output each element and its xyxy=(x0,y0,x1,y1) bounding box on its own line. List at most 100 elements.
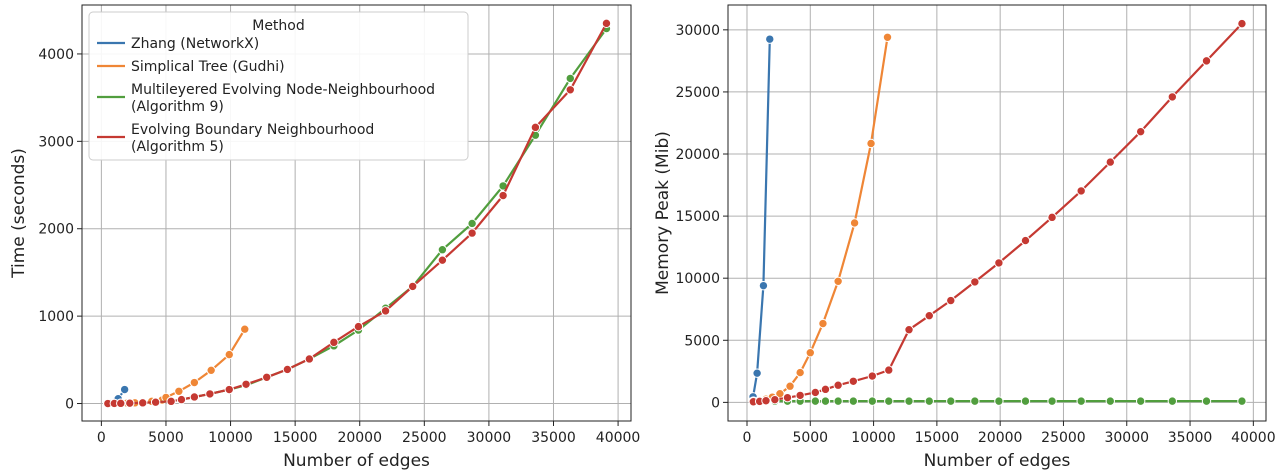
data-point xyxy=(833,396,843,406)
data-point xyxy=(994,258,1004,268)
data-point xyxy=(1105,157,1115,167)
y-tick-label: 30000 xyxy=(675,23,720,39)
data-point xyxy=(116,398,126,409)
y-tick-label: 2000 xyxy=(38,222,74,238)
legend-box xyxy=(88,11,469,161)
x-tick-label: 40000 xyxy=(596,430,641,446)
x-tick-label: 15000 xyxy=(273,430,318,446)
data-point xyxy=(329,337,339,348)
data-point xyxy=(1076,186,1086,196)
legend-label: Multileyered Evolving Node-Neighbourhood xyxy=(131,82,435,98)
plot-frame xyxy=(727,4,1267,422)
data-point xyxy=(1047,212,1057,223)
data-point xyxy=(437,245,448,255)
y-axis-label: Memory Peak (Mib) xyxy=(653,131,673,295)
data-point xyxy=(224,384,234,395)
data-point xyxy=(166,396,176,407)
x-tick-label: 5000 xyxy=(792,430,828,446)
data-point xyxy=(205,389,215,399)
data-point xyxy=(262,372,272,383)
legend-label: Evolving Boundary Neighbourhood xyxy=(131,122,374,138)
series-evolving-boundary-neighbourhood-algorithm-5 xyxy=(103,18,612,409)
data-point xyxy=(782,392,793,403)
data-point xyxy=(833,380,843,390)
y-tick-label: 10000 xyxy=(675,271,720,287)
x-tick-label: 5000 xyxy=(148,430,184,446)
data-point xyxy=(752,368,762,378)
legend-title: Method xyxy=(252,18,305,34)
y-tick-label: 0 xyxy=(65,397,74,413)
data-point xyxy=(904,325,914,335)
legend-entry: Multileyered Evolving Node-Neighbourhood… xyxy=(97,82,435,115)
x-tick-label: 0 xyxy=(743,430,752,446)
data-point xyxy=(1076,396,1086,406)
x-tick-label: 40000 xyxy=(1231,430,1276,446)
x-tick-label: 35000 xyxy=(1168,430,1213,446)
series-line xyxy=(753,22,1243,403)
data-point xyxy=(820,384,831,395)
series-zhang-networkx xyxy=(748,34,775,402)
data-point xyxy=(867,396,878,406)
data-point xyxy=(904,396,914,406)
data-point xyxy=(833,276,843,286)
data-point xyxy=(304,354,315,364)
y-tick-label: 25000 xyxy=(675,85,720,101)
x-tick-label: 20000 xyxy=(337,430,382,446)
y-tick-label: 20000 xyxy=(675,147,720,163)
y-tick-label: 4000 xyxy=(38,47,74,63)
x-tick-label: 15000 xyxy=(915,430,960,446)
data-point xyxy=(224,349,234,360)
legend-entry: Evolving Boundary Neighbourhood(Algorith… xyxy=(97,122,374,155)
x-tick-label: 30000 xyxy=(1104,430,1149,446)
legend-label: (Algorithm 5) xyxy=(131,139,224,155)
data-point xyxy=(467,228,477,238)
data-point xyxy=(1237,18,1247,29)
data-point xyxy=(946,295,956,306)
legend-label: Simplical Tree (Gudhi) xyxy=(131,59,285,75)
data-point xyxy=(530,122,541,133)
data-point xyxy=(125,398,135,408)
data-point xyxy=(407,281,418,292)
data-point xyxy=(884,396,894,406)
data-point xyxy=(1135,126,1146,137)
y-tick-label: 1000 xyxy=(38,309,74,325)
data-point xyxy=(849,218,860,228)
x-tick-label: 10000 xyxy=(208,430,253,446)
x-tick-label: 25000 xyxy=(402,430,447,446)
x-tick-label: 30000 xyxy=(467,430,512,446)
data-point xyxy=(1237,396,1247,406)
data-point xyxy=(994,396,1004,406)
data-point xyxy=(795,367,805,378)
series-simplical-tree-gudhi xyxy=(103,324,250,409)
data-point xyxy=(282,364,293,375)
x-axis-label: Number of edges xyxy=(924,451,1071,471)
data-point xyxy=(174,386,184,396)
data-point xyxy=(176,394,187,405)
data-point xyxy=(884,365,894,375)
data-point xyxy=(924,310,934,321)
data-point xyxy=(150,397,161,407)
data-point xyxy=(765,34,775,44)
legend: Method Zhang (NetworkX) Simplical Tree (Gu… xyxy=(88,11,469,161)
data-point xyxy=(240,324,250,334)
data-point xyxy=(353,321,364,332)
data-point xyxy=(1201,396,1212,406)
data-point xyxy=(848,396,859,406)
data-point xyxy=(241,379,251,389)
data-point xyxy=(810,387,821,398)
data-point xyxy=(565,73,575,84)
data-point xyxy=(820,396,831,406)
data-point xyxy=(380,306,391,316)
data-point xyxy=(970,396,980,406)
data-point xyxy=(818,318,828,329)
data-point xyxy=(810,396,821,406)
data-point xyxy=(189,377,200,388)
series-line xyxy=(752,39,771,397)
data-point xyxy=(498,190,508,201)
data-point xyxy=(946,396,956,406)
data-point xyxy=(867,371,878,381)
y-tick-label: 5000 xyxy=(684,333,720,349)
data-point xyxy=(758,280,769,291)
x-axis-label: Number of edges xyxy=(283,451,430,471)
